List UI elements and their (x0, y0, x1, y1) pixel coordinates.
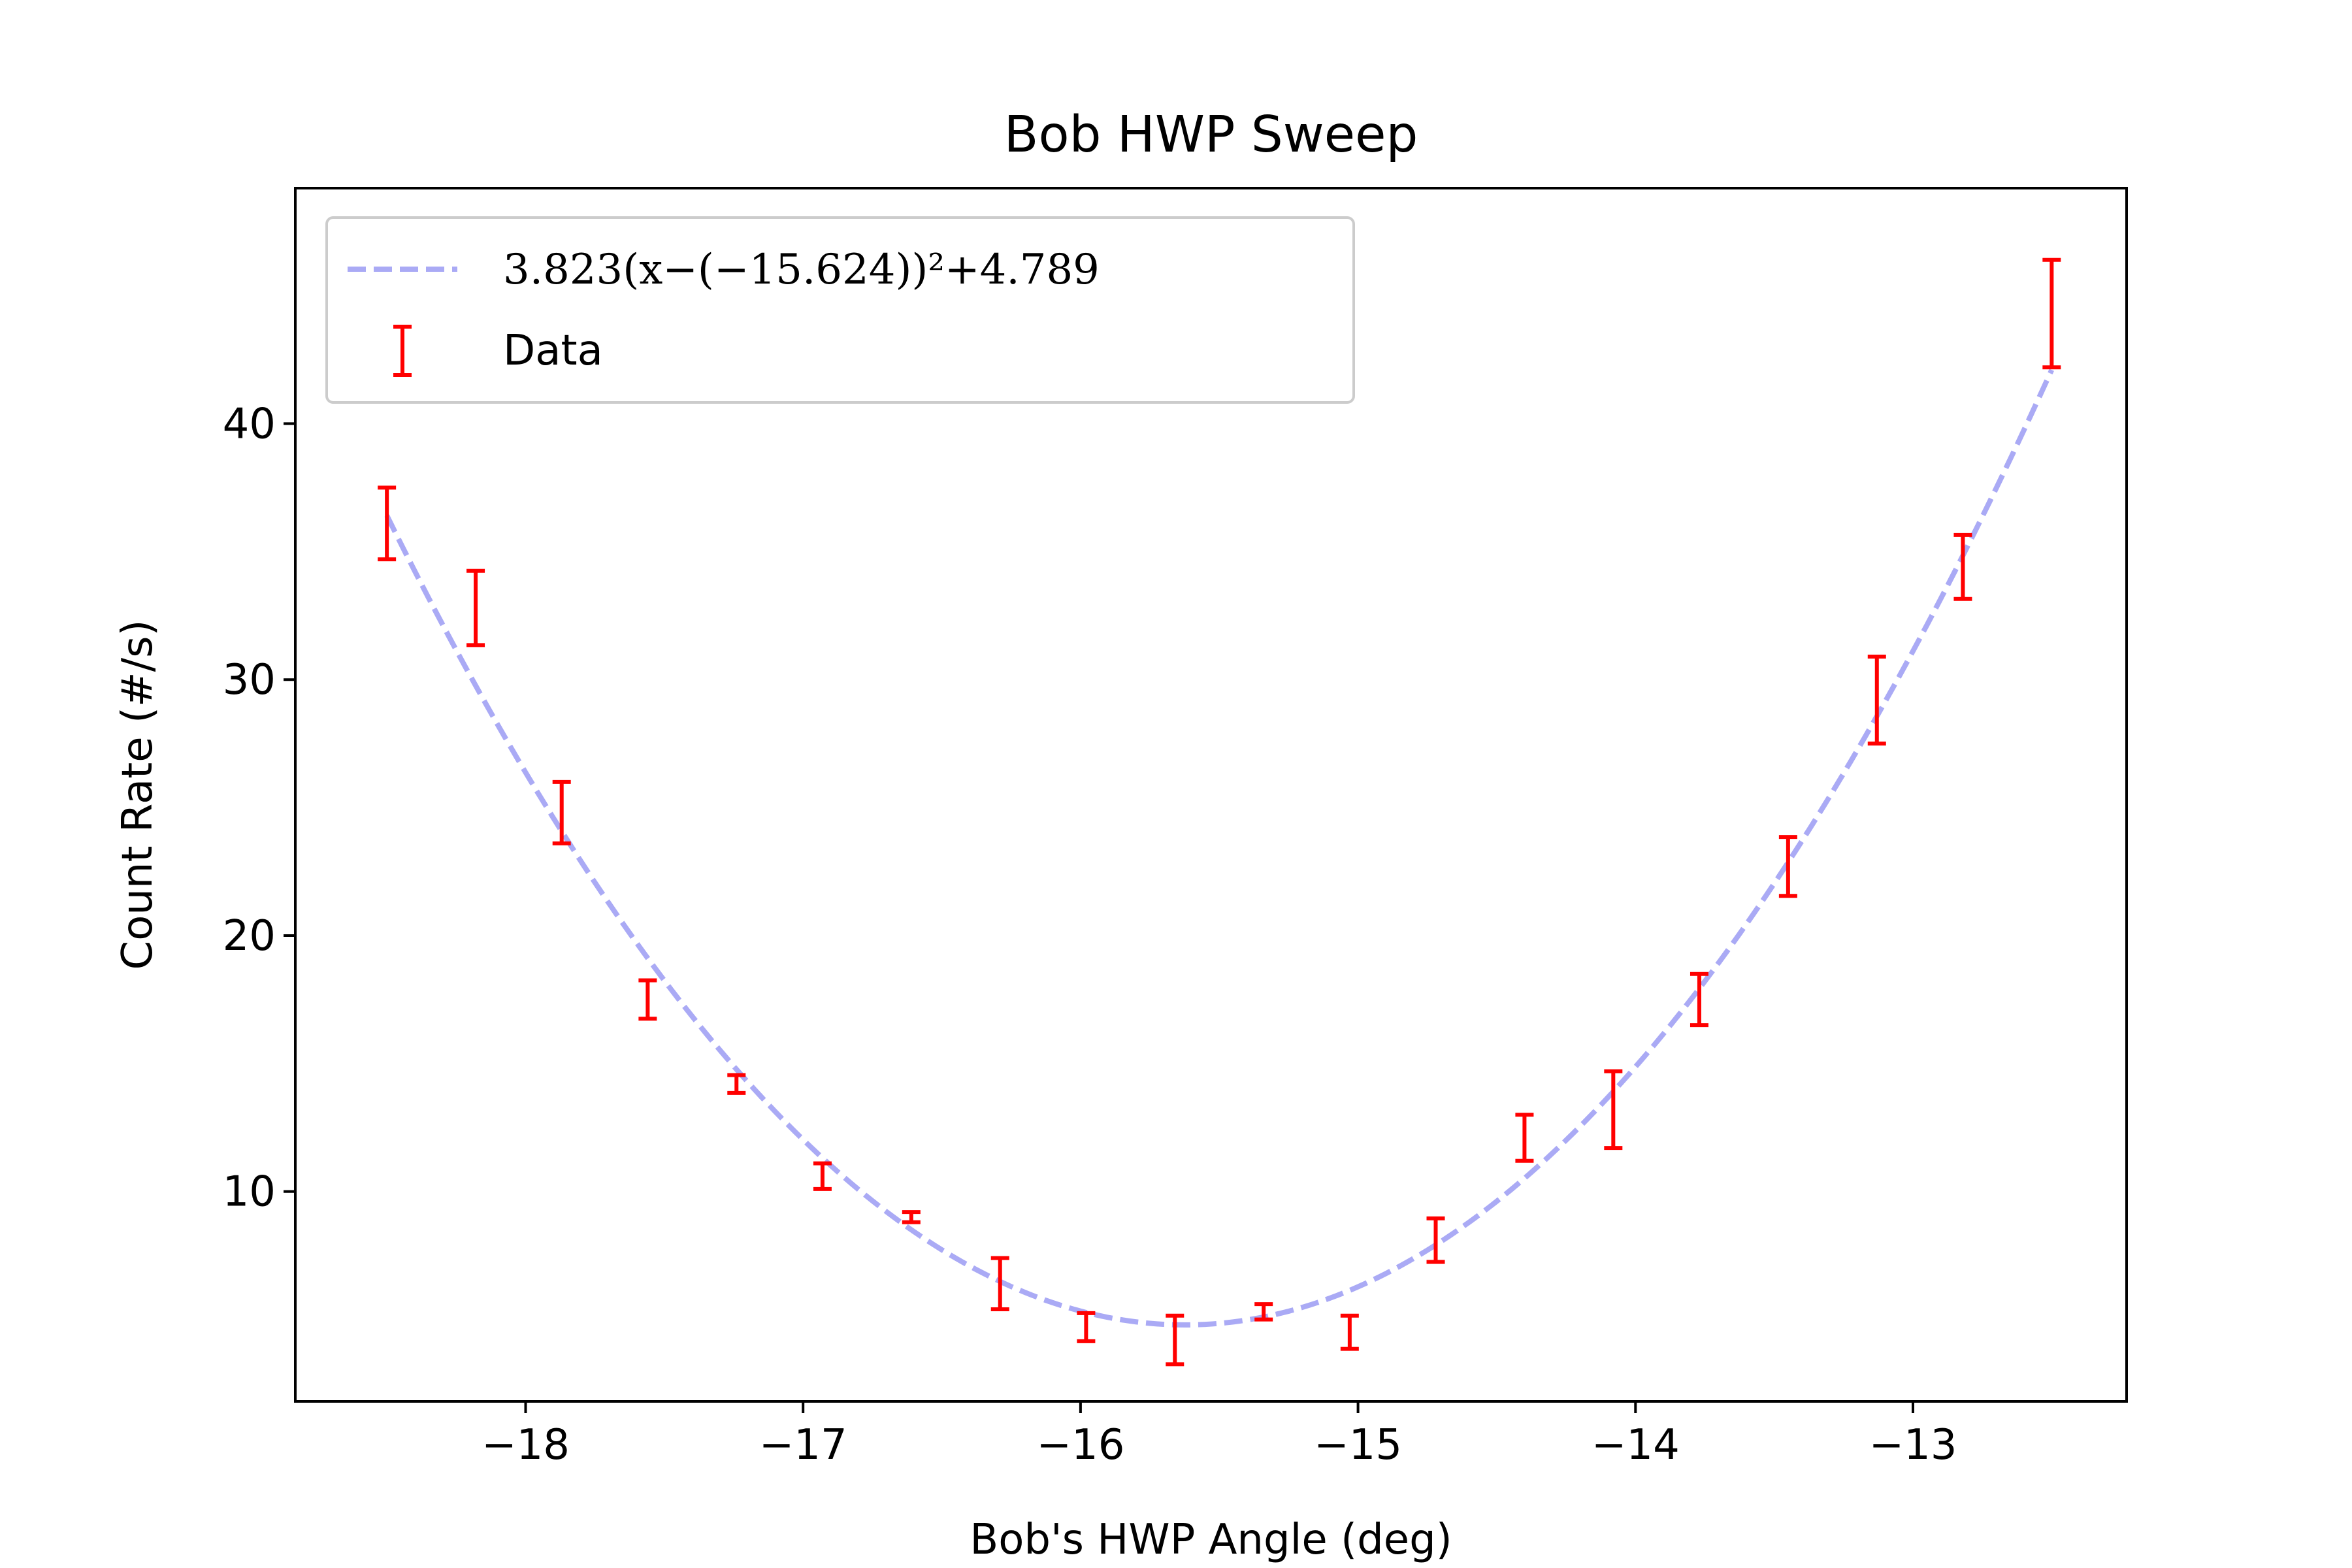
data-errorbar (1254, 1302, 1273, 1322)
data-errorbar (1953, 532, 1972, 601)
x-tick-label: −18 (482, 1421, 570, 1469)
data-layer (378, 257, 2061, 1367)
data-errorbar (727, 1073, 746, 1095)
x-axis-label: Bob's HWP Angle (deg) (970, 1516, 1452, 1564)
y-axis-label: Count Rate (#/s) (114, 620, 162, 970)
x-tick-label: −13 (1869, 1421, 1957, 1469)
data-errorbar (2042, 257, 2061, 370)
x-tick-label: −16 (1036, 1421, 1124, 1469)
y-axis-ticks: 10 20 30 40 (223, 400, 295, 1217)
legend-data-label: Data (503, 327, 603, 375)
data-errorbar (1340, 1313, 1359, 1351)
data-errorbar (1515, 1113, 1534, 1163)
data-errorbar (1867, 654, 1886, 746)
legend: 3.823(x−(−15.624))²+4.789 Data (325, 216, 1355, 404)
data-errorbar (1166, 1313, 1184, 1367)
y-tick-label: 40 (223, 400, 276, 448)
y-tick-label: 30 (223, 656, 276, 704)
x-tick-label: −15 (1314, 1421, 1402, 1469)
chart-title: Bob HWP Sweep (1004, 106, 1418, 164)
data-errorbar (1426, 1216, 1445, 1264)
y-tick-label: 20 (223, 912, 276, 960)
data-errorbar (1604, 1069, 1623, 1151)
plot-frame (294, 187, 2128, 1403)
data-errorbar (378, 485, 397, 562)
data-errorbar (638, 978, 657, 1021)
data-errorbar (1778, 835, 1797, 898)
data-errorbar (466, 568, 485, 647)
data-errorbar (1690, 972, 1708, 1028)
data-errorbar (990, 1256, 1009, 1311)
legend-fit-label: 3.823(x−(−15.624))²+4.789 (503, 246, 1100, 294)
x-tick-label: −14 (1592, 1421, 1680, 1469)
x-tick-label: −17 (759, 1421, 847, 1469)
data-errorbar (552, 779, 571, 845)
data-errorbar (813, 1161, 832, 1191)
data-errorbar (1077, 1311, 1096, 1343)
data-errorbar (902, 1210, 921, 1224)
legend-box (325, 216, 1355, 404)
x-axis-ticks: −18 −17 −16 −15 −14 −13 (482, 1401, 1957, 1469)
y-tick-label: 10 (223, 1168, 276, 1217)
legend-data-marker (393, 325, 412, 377)
